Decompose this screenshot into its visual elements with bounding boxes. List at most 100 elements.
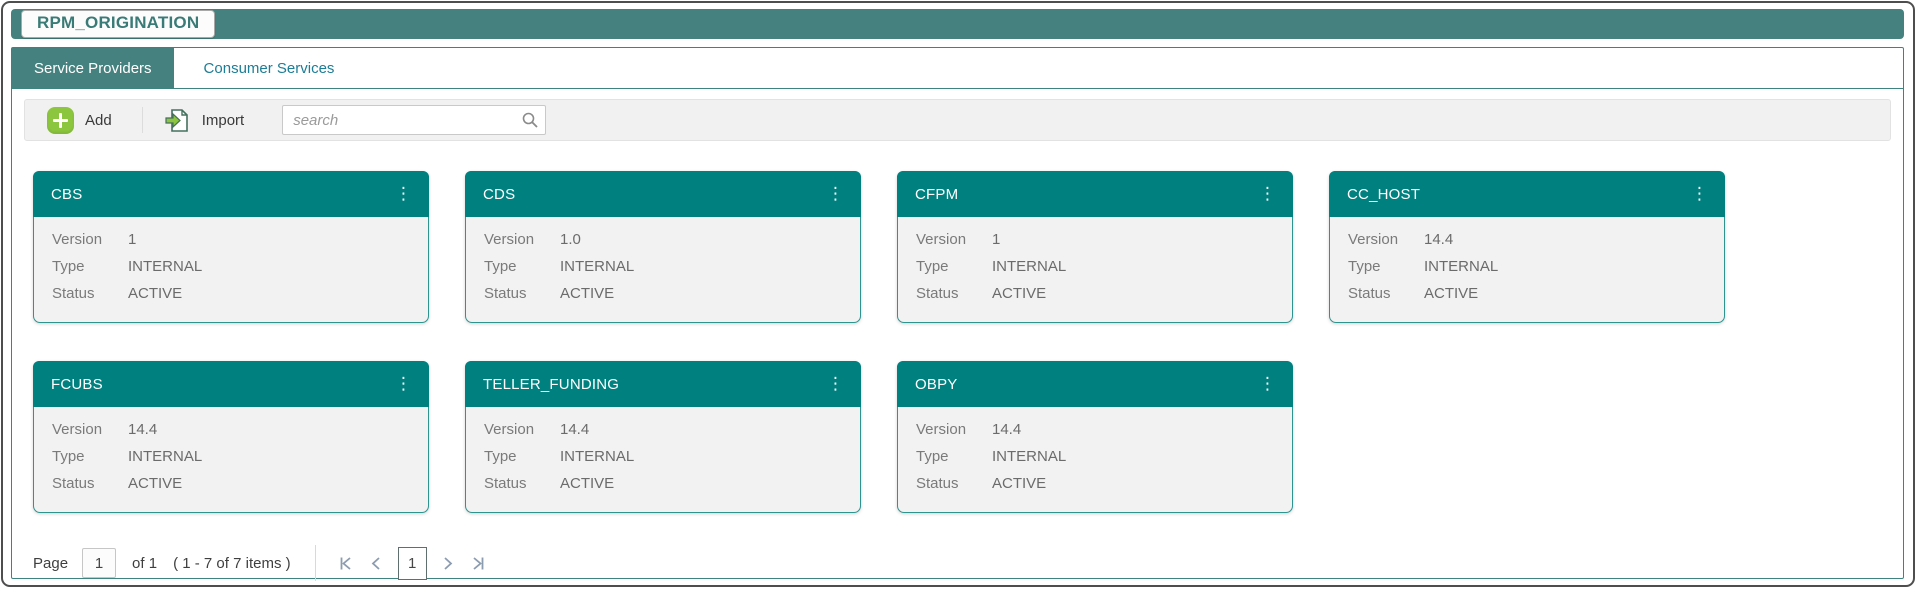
page-title: RPM_ORIGINATION	[21, 10, 216, 38]
status-label: Status	[916, 285, 959, 302]
status-label: Status	[1348, 285, 1391, 302]
status-label: Status	[52, 475, 95, 492]
tab-consumer-services[interactable]: Consumer Services	[203, 59, 335, 77]
card-title: CC_HOST	[1347, 185, 1421, 203]
card-header: CFPM ⋮	[897, 171, 1293, 217]
card-title: OBPY	[915, 375, 958, 393]
card-body: Version 14.4 Type INTERNAL Status ACTIVE	[1330, 217, 1724, 322]
card-body: Version 1.0 Type INTERNAL Status ACTIVE	[466, 217, 860, 322]
card-header: FCUBS ⋮	[33, 361, 429, 407]
tab-service-providers[interactable]: Service Providers	[12, 48, 174, 88]
add-icon	[47, 106, 74, 134]
card-body: Version 14.4 Type INTERNAL Status ACTIVE	[466, 407, 860, 512]
card-cbs: CBS ⋮ Version 1 Type INTERNAL Status ACTIVE	[33, 171, 429, 323]
status-value: ACTIVE	[128, 475, 183, 492]
kebab-menu-icon[interactable]: ⋮	[1259, 373, 1276, 394]
card-body: Version 14.4 Type INTERNAL Status ACTIVE	[898, 407, 1292, 512]
kebab-menu-icon[interactable]: ⋮	[827, 373, 844, 394]
card-obpy: OBPY ⋮ Version 14.4 Type INTERNAL Status AC…	[897, 361, 1293, 513]
version-label: Version	[916, 421, 967, 438]
type-label: Type	[52, 448, 85, 465]
status-label: Status	[52, 285, 95, 302]
add-button-label: Add	[85, 111, 112, 129]
card-title: CFPM	[915, 185, 959, 203]
page-label: Page	[33, 554, 69, 572]
import-button[interactable]: Import	[151, 106, 267, 134]
card-cfpm: CFPM ⋮ Version 1 Type INTERNAL Status ACTIV…	[897, 171, 1293, 323]
page-header-banner: RPM_ORIGINATION	[11, 9, 1904, 39]
version-label: Version	[484, 421, 535, 438]
search-icon[interactable]	[521, 111, 539, 129]
tab-bar: Service Providers Consumer Services	[12, 48, 1903, 89]
version-label: Version	[1348, 231, 1399, 248]
kebab-menu-icon[interactable]: ⋮	[1691, 183, 1708, 204]
pagination: Page of 1 ( 1 - 7 of 7 items ) 1	[33, 545, 1891, 581]
version-label: Version	[52, 421, 103, 438]
version-value: 14.4	[128, 421, 158, 438]
kebab-menu-icon[interactable]: ⋮	[1259, 183, 1276, 204]
kebab-menu-icon[interactable]: ⋮	[395, 373, 412, 394]
next-page-icon[interactable]	[433, 548, 463, 578]
previous-page-icon[interactable]	[362, 548, 392, 578]
card-title: FCUBS	[51, 375, 103, 393]
search-input[interactable]	[282, 105, 547, 135]
status-value: ACTIVE	[992, 475, 1047, 492]
status-value: ACTIVE	[560, 475, 615, 492]
items-summary: ( 1 - 7 of 7 items )	[173, 554, 291, 572]
card-title: CBS	[51, 185, 83, 203]
status-value: ACTIVE	[560, 285, 615, 302]
type-value: INTERNAL	[560, 258, 635, 275]
type-value: INTERNAL	[128, 448, 203, 465]
type-label: Type	[484, 448, 517, 465]
tab-panel: Service Providers Consumer Services Add	[11, 47, 1904, 581]
version-value: 14.4	[992, 421, 1022, 438]
card-body: Version 1 Type INTERNAL Status ACTIVE	[898, 217, 1292, 322]
type-label: Type	[916, 258, 949, 275]
add-button[interactable]: Add	[35, 106, 134, 134]
version-label: Version	[916, 231, 967, 248]
type-value: INTERNAL	[1424, 258, 1499, 275]
version-label: Version	[52, 231, 103, 248]
page-number-input[interactable]	[82, 548, 117, 578]
first-page-icon[interactable]	[332, 548, 362, 578]
card-fcubs: FCUBS ⋮ Version 14.4 Type INTERNAL Status A…	[33, 361, 429, 513]
card-title: TELLER_FUNDING	[483, 375, 620, 393]
import-icon	[163, 106, 191, 134]
type-label: Type	[1348, 258, 1381, 275]
type-value: INTERNAL	[992, 258, 1067, 275]
version-value: 1.0	[560, 231, 581, 248]
card-cds: CDS ⋮ Version 1.0 Type INTERNAL Status ACTI…	[465, 171, 861, 323]
card-header: CBS ⋮	[33, 171, 429, 217]
card-header: TELLER_FUNDING ⋮	[465, 361, 861, 407]
card-body: Version 14.4 Type INTERNAL Status ACTIVE	[34, 407, 428, 512]
import-button-label: Import	[201, 111, 245, 129]
service-provider-card-grid: CBS ⋮ Version 1 Type INTERNAL Status ACTIVE…	[33, 171, 1763, 513]
card-header: OBPY ⋮	[897, 361, 1293, 407]
tab-content: Add Import	[12, 89, 1903, 581]
kebab-menu-icon[interactable]: ⋮	[395, 183, 412, 204]
kebab-menu-icon[interactable]: ⋮	[827, 183, 844, 204]
type-value: INTERNAL	[560, 448, 635, 465]
type-label: Type	[484, 258, 517, 275]
card-header: CDS ⋮	[465, 171, 861, 217]
card-title: CDS	[483, 185, 516, 203]
card-cc-host: CC_HOST ⋮ Version 14.4 Type INTERNAL Statu…	[1329, 171, 1725, 323]
status-label: Status	[484, 475, 527, 492]
status-label: Status	[916, 475, 959, 492]
type-value: INTERNAL	[128, 258, 203, 275]
version-value: 1	[992, 231, 1001, 248]
page-of-label: of 1	[132, 554, 158, 572]
version-label: Version	[484, 231, 535, 248]
type-value: INTERNAL	[992, 448, 1067, 465]
last-page-icon[interactable]	[463, 548, 493, 578]
status-value: ACTIVE	[1424, 285, 1479, 302]
pagination-divider	[314, 545, 316, 581]
status-label: Status	[484, 285, 527, 302]
status-value: ACTIVE	[992, 285, 1047, 302]
card-header: CC_HOST ⋮	[1329, 171, 1725, 217]
type-label: Type	[52, 258, 85, 275]
version-value: 14.4	[1424, 231, 1454, 248]
current-page-button[interactable]: 1	[397, 546, 427, 580]
card-body: Version 1 Type INTERNAL Status ACTIVE	[34, 217, 428, 322]
toolbar: Add Import	[24, 99, 1891, 141]
